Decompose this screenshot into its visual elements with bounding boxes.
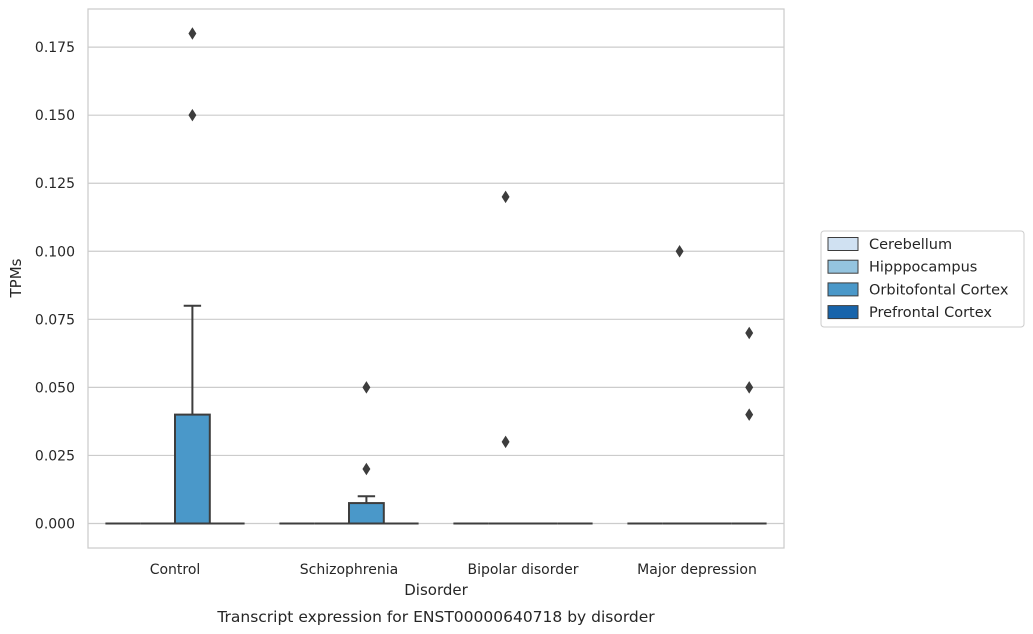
legend-label: Orbitofontal Cortex xyxy=(869,282,1009,298)
box-body xyxy=(348,502,385,525)
outlier-point xyxy=(501,190,510,204)
legend-label: Prefrontal Cortex xyxy=(869,305,992,321)
legend-swatch xyxy=(827,237,859,251)
x-axis-label: Disorder xyxy=(404,581,468,599)
legend-swatch xyxy=(827,282,859,297)
outlier-point xyxy=(745,326,754,340)
outlier-point xyxy=(362,462,371,476)
y-tick-label: 0.150 xyxy=(35,108,75,124)
y-tick-label: 0.100 xyxy=(35,244,75,260)
y-tick-labels: 0.000 0.025 0.050 0.075 0.100 0.125 0.150 0.175 xyxy=(35,40,75,532)
legend-label: Hipppocampus xyxy=(869,260,977,276)
outlier-point xyxy=(188,108,197,122)
x-tick-label: Major depression xyxy=(637,562,757,578)
chart-caption: Transcript expression for ENST0000064071… xyxy=(216,608,655,626)
x-tick-labels: Control Schizophrenia Bipolar disorder Majo… xyxy=(150,562,757,578)
outlier-point xyxy=(745,408,754,421)
box-body xyxy=(174,413,211,525)
x-tick-label: Control xyxy=(150,562,201,578)
legend-label: Cerebellum xyxy=(869,237,952,253)
outlier-point xyxy=(501,435,510,449)
outlier-point xyxy=(675,245,684,258)
legend-swatch xyxy=(827,259,859,274)
y-tick-label: 0.050 xyxy=(35,380,75,396)
x-tick-label: Schizophrenia xyxy=(300,562,398,578)
plot-area-frame xyxy=(87,8,785,549)
y-axis-label: TPMs xyxy=(7,258,25,298)
box-control-orbitofontal-cortex xyxy=(174,27,211,525)
legend: Cerebellum Hipppocampus Orbitofontal Corte… xyxy=(820,230,1025,328)
box-schizophrenia-orbitofontal-cortex xyxy=(348,381,385,525)
y-tick-label: 0.125 xyxy=(35,176,75,192)
outlier-point xyxy=(745,381,754,394)
y-tick-label: 0.075 xyxy=(35,312,75,328)
legend-frame xyxy=(820,230,1025,328)
outlier-point xyxy=(362,381,371,394)
box-plot-marks xyxy=(105,27,767,525)
box-bipolar-disorder-hipppocampus xyxy=(488,190,523,525)
outlier-point xyxy=(188,27,197,40)
y-tick-label: 0.175 xyxy=(35,40,75,56)
x-tick-label: Bipolar disorder xyxy=(467,562,578,578)
box-major-depression-hipppocampus xyxy=(662,245,697,525)
legend-swatch xyxy=(827,305,859,320)
y-tick-label: 0.000 xyxy=(35,517,75,533)
y-tick-label: 0.025 xyxy=(35,448,75,464)
box-major-depression-prefrontal-cortex xyxy=(731,326,767,525)
